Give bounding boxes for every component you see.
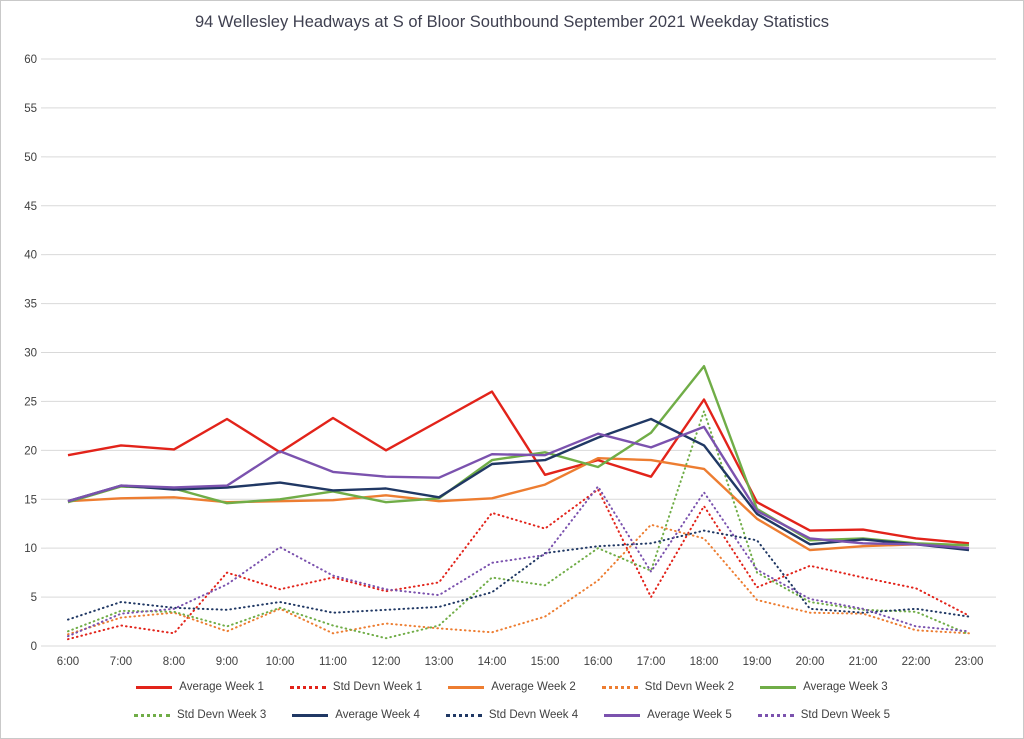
chart-title: 94 Wellesley Headways at S of Bloor Sout… [194,13,830,31]
legend-line-swatch [448,685,485,689]
legend-label: Std Devn Week 2 [644,681,735,693]
y-tick-label: 25 [24,396,37,408]
legend-item-std-devn-week-3: Std Devn Week 3 [133,709,267,721]
series-line-std-devn-week-2 [67,523,970,636]
legend-line-swatch [292,713,329,717]
legend-row-1: Average Week 1 Std Devn Week 1 Average Wee… [1,681,1023,693]
x-tick-label: 20:00 [796,656,825,668]
series-line-average-week-4 [67,417,970,552]
x-axis-labels: 6:00 7:00 8:00 9:00 10:00 11:00 12:00 13:00 14:0… [57,656,984,668]
x-tick-label: 15:00 [531,656,560,668]
y-tick-label: 60 [24,54,37,66]
series-line-average-week-5 [67,425,970,550]
legend-line-swatch [289,685,326,689]
legend-label: Std Devn Week 1 [332,681,423,693]
x-tick-label: 22:00 [902,656,931,668]
x-tick-label: 11:00 [319,656,347,668]
x-tick-label: 6:00 [57,656,79,668]
series-line-average-week-1 [67,390,970,545]
legend-line-swatch [136,685,173,689]
legend-item-average-week-2: Average Week 2 [448,681,576,693]
legend-line-swatch [757,713,794,717]
series-lines [67,365,970,641]
x-tick-label: 14:00 [478,656,507,668]
x-tick-label: 21:00 [849,656,878,668]
series-line-average-week-2 [67,457,970,552]
gridlines [41,58,996,647]
legend-line-swatch [445,713,482,717]
y-tick-label: 40 [24,250,37,262]
x-tick-label: 18:00 [690,656,719,668]
y-axis-labels: 0 5 10 15 20 25 30 35 40 45 50 55 60 [24,54,37,653]
legend-item-average-week-5: Average Week 5 [604,709,732,721]
y-tick-label: 45 [24,201,37,213]
legend-line-swatch [760,685,797,689]
legend-label: Average Week 4 [335,709,420,721]
series-line-std-devn-week-1 [67,488,970,641]
legend-label: Average Week 5 [647,709,732,721]
legend-line-swatch [133,713,170,717]
legend-line-swatch [601,685,638,689]
y-tick-label: 10 [24,543,37,555]
legend-label: Std Devn Week 4 [488,709,579,721]
series-line-std-devn-week-4 [67,529,970,621]
x-tick-label: 7:00 [110,656,132,668]
legend-label: Std Devn Week 3 [176,709,267,721]
y-tick-label: 55 [24,103,37,115]
legend-item-std-devn-week-4: Std Devn Week 4 [445,709,579,721]
legend-item-average-week-3: Average Week 3 [760,681,888,693]
legend-label: Average Week 1 [179,681,264,693]
y-tick-label: 30 [24,348,37,360]
x-tick-label: 9:00 [216,656,238,668]
legend-item-std-devn-week-5: Std Devn Week 5 [757,709,891,721]
legend-line-swatch [604,713,641,717]
y-tick-label: 35 [24,299,37,311]
x-tick-label: 23:00 [955,656,984,668]
y-tick-label: 5 [31,592,37,604]
legend-row-2: Std Devn Week 3 Average Week 4 Std Devn We… [1,709,1023,721]
legend-label: Average Week 2 [491,681,576,693]
y-tick-label: 50 [24,152,37,164]
x-tick-label: 19:00 [743,656,772,668]
legend-item-std-devn-week-2: Std Devn Week 2 [601,681,735,693]
y-tick-label: 20 [24,445,37,457]
legend-label: Std Devn Week 5 [800,709,891,721]
legend-item-average-week-4: Average Week 4 [292,709,420,721]
x-tick-label: 8:00 [163,656,185,668]
x-tick-label: 13:00 [425,656,454,668]
y-tick-label: 15 [24,494,37,506]
legend-item-std-devn-week-1: Std Devn Week 1 [289,681,423,693]
legend-item-average-week-1: Average Week 1 [136,681,264,693]
y-tick-label: 0 [31,641,37,653]
x-tick-label: 16:00 [584,656,613,668]
x-tick-label: 17:00 [637,656,666,668]
legend-label: Average Week 3 [803,681,888,693]
x-tick-label: 12:00 [372,656,401,668]
x-tick-label: 10:00 [266,656,295,668]
series-line-std-devn-week-3 [67,410,970,640]
